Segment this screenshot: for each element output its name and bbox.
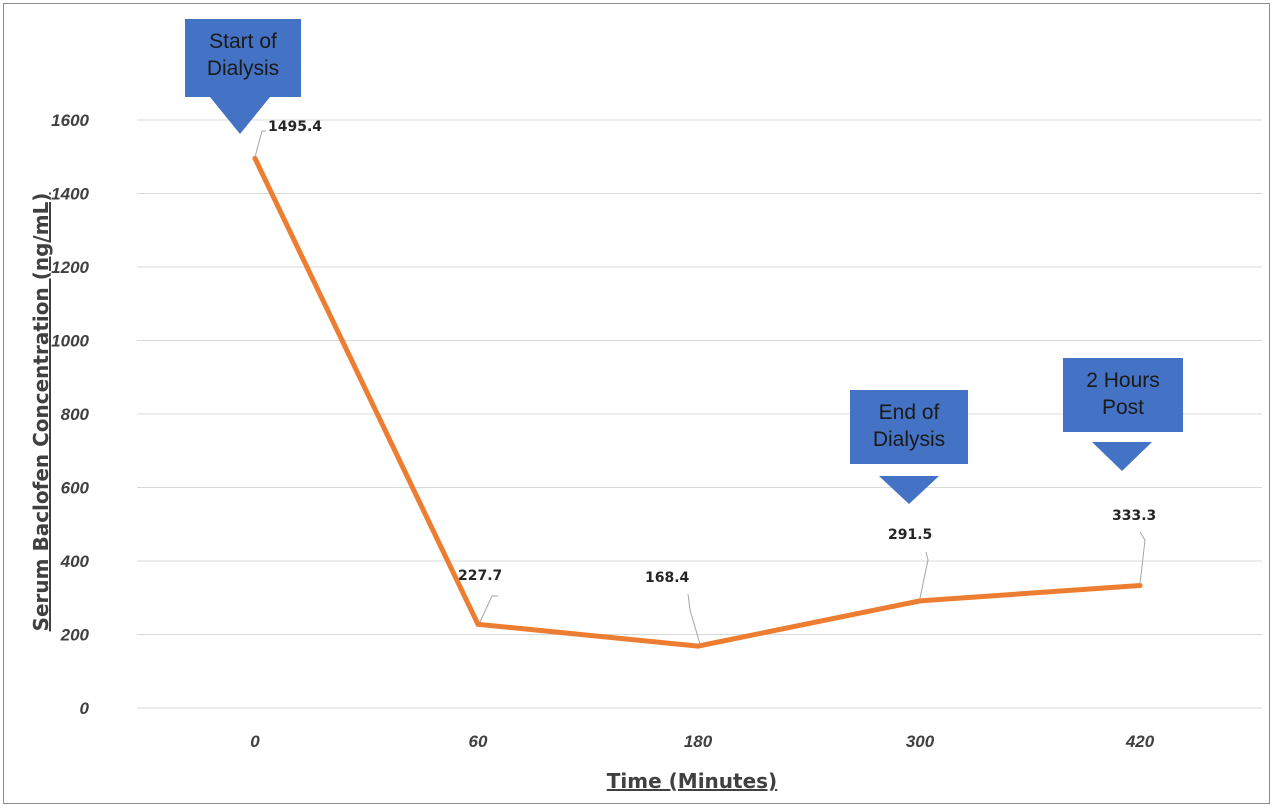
down-arrow-icon — [210, 97, 270, 134]
data-label: 168.4 — [645, 570, 690, 586]
data-label: 227.7 — [458, 568, 502, 584]
x-tick-label: 180 — [684, 732, 713, 751]
data-point — [917, 598, 923, 604]
annotation-box — [850, 390, 968, 464]
annotation-text: 2 Hours — [1086, 369, 1160, 392]
x-tick-label: 0 — [250, 732, 260, 751]
y-tick-label: 0 — [80, 699, 90, 718]
annotation-callout: End of Dialysis — [850, 390, 968, 504]
y-tick-label: 800 — [61, 405, 90, 424]
annotation-text: Dialysis — [207, 57, 279, 80]
annotation-text: Post — [1102, 396, 1144, 419]
leader-line — [254, 130, 266, 158]
y-tick-label: 400 — [60, 552, 90, 571]
chart-frame — [3, 3, 1270, 804]
leader-line — [1139, 531, 1146, 585]
leader-line — [919, 551, 929, 599]
data-labels: 1495.4 227.7 168.4 291.5 333.3 — [268, 119, 1156, 586]
y-tick-label: 1600 — [51, 111, 89, 130]
annotation-box — [185, 19, 301, 97]
annotation-box — [1063, 358, 1183, 432]
annotation-text: End of — [879, 401, 940, 424]
x-tick-label: 60 — [469, 732, 488, 751]
data-label: 1495.4 — [268, 119, 322, 135]
down-arrow-icon — [879, 476, 939, 504]
x-axis-title: Time (Minutes) — [607, 769, 777, 793]
x-axis-ticks: 0 60 180 300 420 — [250, 732, 1154, 751]
down-arrow-icon — [1092, 442, 1152, 471]
data-point — [1137, 583, 1143, 589]
annotation-callout: Start of Dialysis — [185, 19, 301, 134]
data-point — [475, 621, 481, 627]
y-tick-label: 200 — [60, 626, 90, 645]
series-line — [252, 155, 1143, 649]
gridlines — [137, 119, 1262, 709]
y-tick-label: 1000 — [51, 332, 89, 351]
series-layer — [252, 155, 1143, 649]
leader-line — [479, 595, 498, 623]
data-label-leaders — [254, 130, 1146, 645]
annotations: Start of Dialysis End of Dialysis 2 Hours Pos… — [185, 19, 1183, 504]
data-point — [252, 155, 258, 161]
y-tick-label: 600 — [61, 479, 90, 498]
data-label: 291.5 — [888, 527, 932, 543]
annotation-callout: 2 Hours Post — [1063, 358, 1183, 471]
annotation-text: Dialysis — [873, 428, 945, 451]
y-tick-label: 1400 — [51, 185, 89, 204]
y-tick-label: 1200 — [51, 258, 89, 277]
x-tick-label: 420 — [1125, 732, 1155, 751]
annotation-text: Start of — [209, 30, 277, 53]
leader-line — [687, 593, 701, 645]
y-axis-ticks: 0 200 400 600 800 1000 1200 1400 1600 — [51, 111, 89, 718]
x-tick-label: 300 — [906, 732, 935, 751]
y-axis-title: Serum Baclofen Concentration (ng/mL) — [29, 193, 53, 632]
data-label: 333.3 — [1112, 508, 1156, 524]
data-point — [695, 643, 701, 649]
